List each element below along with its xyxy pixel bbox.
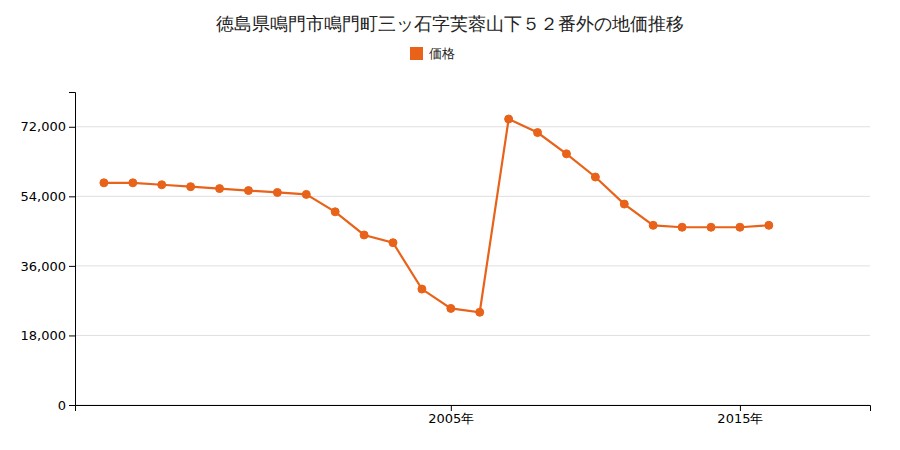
title: 徳島県鳴門市鳴門町三ッ石字芙蓉山下５２番外の地価推移 [216,13,684,34]
point [273,188,281,196]
x-tick: 2015年 [717,405,763,426]
legend: 価格 [410,46,455,61]
point [302,190,310,198]
y-tick: 72,000 [21,119,76,134]
x-axis-line [76,406,871,412]
y-tick-mark [69,266,75,267]
y-tick: 54,000 [21,189,76,204]
point [649,221,657,229]
point [158,181,166,189]
point [216,185,224,193]
point [447,304,455,312]
point [765,221,773,229]
x-tick-mark [451,405,452,411]
grid [75,127,870,405]
chart: 2005年 2015年 0 18,000 36,000 54,000 72,000 徳島県鳴門… [0,0,900,450]
y-axis-line [69,93,76,406]
point [244,187,252,195]
point [129,179,137,187]
x-tick-mark [740,405,741,411]
y-tick-label: 36,000 [21,259,67,274]
grid-line [75,196,870,197]
point [534,129,542,137]
point [389,239,397,247]
point [505,115,513,123]
point [476,308,484,316]
point [418,285,426,293]
x-tick-label: 2005年 [428,411,474,426]
point [591,173,599,181]
point [620,200,628,208]
point [187,183,195,191]
x-axis: 2005年 2015年 [76,405,871,426]
point [678,223,686,231]
y-tick-mark [69,335,75,336]
y-tick: 0 [58,398,75,413]
legend-swatch [410,47,423,60]
y-tick-label: 18,000 [21,328,67,343]
y-tick-label: 54,000 [21,189,67,204]
y-tick: 36,000 [21,259,76,274]
y-tick: 18,000 [21,328,76,343]
grid-line [75,335,870,336]
y-tick-mark [69,127,75,128]
point [736,223,744,231]
y-tick-mark [69,196,75,197]
line [104,119,769,312]
x-tick: 2005年 [428,405,474,426]
y-tick-label: 72,000 [21,119,67,134]
grid-line [75,265,870,266]
y-tick-label: 0 [58,398,66,413]
plot-area: 2005年 2015年 0 18,000 36,000 54,000 72,000 [21,93,871,427]
legend-label: 価格 [429,46,455,61]
marks [100,115,773,316]
grid-line [75,126,870,127]
y-tick-mark [69,405,75,406]
point [562,150,570,158]
y-axis: 0 18,000 36,000 54,000 72,000 [21,93,76,413]
legend-item: 価格 [410,46,455,61]
point [360,231,368,239]
point [707,223,715,231]
point [100,179,108,187]
x-tick-label: 2015年 [717,411,763,426]
point [331,208,339,216]
